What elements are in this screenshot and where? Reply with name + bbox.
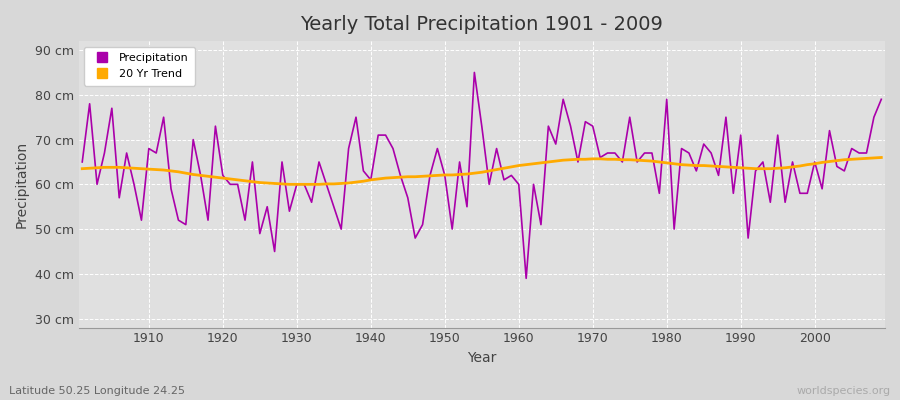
- Precipitation: [521, 276, 532, 281]
- Precipitation: [76, 160, 87, 164]
- Precipitation: [299, 182, 310, 187]
- 20 Yr Trend: [876, 155, 886, 160]
- Line: Precipitation: Precipitation: [82, 72, 881, 278]
- Text: Latitude 50.25 Longitude 24.25: Latitude 50.25 Longitude 24.25: [9, 386, 185, 396]
- 20 Yr Trend: [351, 180, 362, 184]
- 20 Yr Trend: [513, 163, 524, 168]
- Precipitation: [616, 160, 627, 164]
- 20 Yr Trend: [306, 182, 317, 187]
- 20 Yr Trend: [284, 182, 295, 187]
- Precipitation: [469, 70, 480, 75]
- Precipitation: [513, 182, 524, 187]
- X-axis label: Year: Year: [467, 351, 497, 365]
- 20 Yr Trend: [609, 157, 620, 162]
- Text: worldspecies.org: worldspecies.org: [796, 386, 891, 396]
- Precipitation: [528, 182, 539, 187]
- 20 Yr Trend: [136, 166, 147, 171]
- Title: Yearly Total Precipitation 1901 - 2009: Yearly Total Precipitation 1901 - 2009: [301, 15, 663, 34]
- 20 Yr Trend: [76, 166, 87, 171]
- Line: 20 Yr Trend: 20 Yr Trend: [82, 158, 881, 184]
- Precipitation: [876, 97, 886, 102]
- Legend: Precipitation, 20 Yr Trend: Precipitation, 20 Yr Trend: [84, 47, 195, 86]
- Precipitation: [343, 146, 354, 151]
- Precipitation: [136, 218, 147, 222]
- Y-axis label: Precipitation: Precipitation: [15, 141, 29, 228]
- 20 Yr Trend: [521, 162, 532, 167]
